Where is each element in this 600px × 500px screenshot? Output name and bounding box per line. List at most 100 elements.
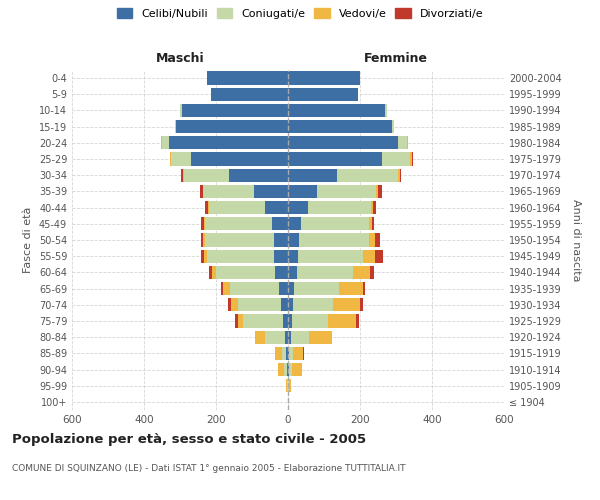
Text: Femmine: Femmine <box>364 52 428 65</box>
Bar <box>303 346 304 360</box>
Bar <box>288 298 293 312</box>
Bar <box>255 330 265 344</box>
Bar <box>205 217 272 230</box>
Y-axis label: Fasce di età: Fasce di età <box>23 207 33 273</box>
Bar <box>356 314 359 328</box>
Bar <box>204 250 207 263</box>
Text: Maschi: Maschi <box>155 52 205 65</box>
Bar <box>288 201 308 214</box>
Bar <box>288 120 392 134</box>
Bar <box>412 152 413 166</box>
Bar <box>410 152 412 166</box>
Bar <box>231 298 238 312</box>
Bar <box>208 201 209 214</box>
Bar <box>292 314 328 328</box>
Bar <box>265 201 288 214</box>
Bar <box>169 136 288 149</box>
Bar <box>200 234 203 246</box>
Bar <box>340 282 363 295</box>
Bar <box>238 298 281 312</box>
Bar <box>285 330 288 344</box>
Bar <box>223 282 230 295</box>
Bar <box>182 104 288 117</box>
Bar <box>176 120 288 134</box>
Bar <box>272 217 288 230</box>
Bar <box>238 314 243 328</box>
Bar <box>212 266 216 279</box>
Bar <box>297 266 353 279</box>
Bar <box>293 298 333 312</box>
Bar <box>275 346 282 360</box>
Y-axis label: Anni di nascita: Anni di nascita <box>571 198 581 281</box>
Bar <box>288 152 382 166</box>
Bar <box>170 152 171 166</box>
Bar <box>205 234 274 246</box>
Bar <box>216 266 275 279</box>
Bar <box>162 136 169 149</box>
Bar <box>207 250 274 263</box>
Bar <box>288 136 398 149</box>
Bar <box>288 250 298 263</box>
Bar <box>308 201 371 214</box>
Bar <box>317 185 376 198</box>
Bar <box>265 330 285 344</box>
Bar <box>376 250 383 263</box>
Bar <box>288 314 292 328</box>
Bar <box>288 185 317 198</box>
Bar <box>392 120 394 134</box>
Bar <box>407 136 408 149</box>
Bar <box>221 282 223 295</box>
Bar <box>211 88 288 101</box>
Bar <box>385 104 387 117</box>
Bar <box>203 234 205 246</box>
Bar <box>209 201 265 214</box>
Bar <box>376 185 378 198</box>
Bar <box>288 346 289 360</box>
Bar <box>209 266 212 279</box>
Bar <box>288 282 295 295</box>
Text: Popolazione per età, sesso e stato civile - 2005: Popolazione per età, sesso e stato civil… <box>12 432 366 446</box>
Bar <box>200 185 203 198</box>
Bar <box>254 185 288 198</box>
Bar <box>184 168 229 182</box>
Bar <box>282 346 286 360</box>
Bar <box>288 379 289 392</box>
Bar <box>373 201 376 214</box>
Bar <box>288 104 385 117</box>
Bar <box>230 282 279 295</box>
Bar <box>171 152 191 166</box>
Bar <box>288 363 289 376</box>
Bar <box>274 250 288 263</box>
Bar <box>284 363 287 376</box>
Bar <box>360 298 363 312</box>
Bar <box>378 185 382 198</box>
Bar <box>274 234 288 246</box>
Text: COMUNE DI SQUINZANO (LE) - Dati ISTAT 1° gennaio 2005 - Elaborazione TUTTITALIA.: COMUNE DI SQUINZANO (LE) - Dati ISTAT 1°… <box>12 464 406 473</box>
Bar <box>161 136 162 149</box>
Bar <box>293 346 303 360</box>
Bar <box>181 168 183 182</box>
Bar <box>372 217 374 230</box>
Bar <box>299 234 369 246</box>
Bar <box>287 363 288 376</box>
Bar <box>376 234 380 246</box>
Bar <box>201 217 204 230</box>
Bar <box>292 363 302 376</box>
Bar <box>207 72 288 85</box>
Bar <box>309 330 332 344</box>
Bar <box>288 168 337 182</box>
Bar <box>363 282 365 295</box>
Bar <box>363 250 376 263</box>
Bar <box>371 201 373 214</box>
Bar <box>289 363 292 376</box>
Bar <box>328 314 356 328</box>
Bar <box>398 168 400 182</box>
Bar <box>175 120 176 134</box>
Bar <box>243 314 283 328</box>
Bar <box>228 298 231 312</box>
Bar <box>229 168 288 182</box>
Bar <box>400 168 401 182</box>
Bar <box>283 314 288 328</box>
Bar <box>370 266 374 279</box>
Bar <box>289 346 293 360</box>
